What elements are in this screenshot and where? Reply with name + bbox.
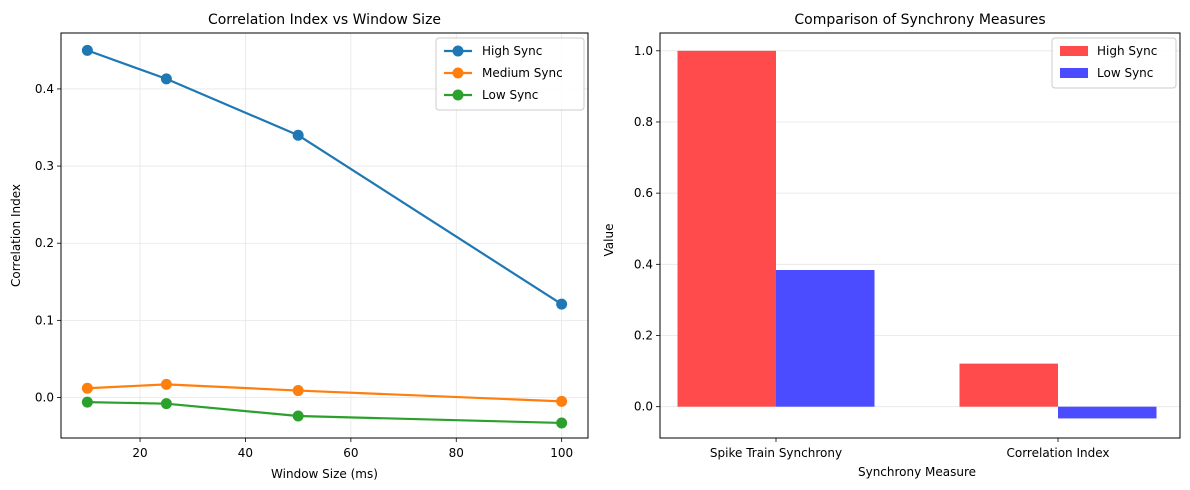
bar-chart-x-ticks: Spike Train Synchrony Correlation Index bbox=[710, 438, 1110, 460]
y-tick-label: 0.4 bbox=[35, 82, 54, 96]
series-line-low-sync bbox=[87, 401, 562, 425]
data-point bbox=[81, 382, 93, 394]
data-point bbox=[160, 73, 172, 85]
line-chart-frame bbox=[60, 32, 589, 439]
data-point bbox=[160, 398, 172, 410]
line-chart-x-ticks: 20 40 60 80 100 bbox=[132, 438, 573, 460]
data-point bbox=[556, 395, 568, 407]
x-tick-label: 20 bbox=[132, 446, 147, 460]
x-tick-label: Correlation Index bbox=[1006, 446, 1109, 460]
data-point bbox=[292, 129, 304, 141]
bar-chart-y-ticks: 0.0 0.2 0.4 0.6 0.8 1.0 bbox=[634, 44, 660, 414]
bar-low-sync bbox=[776, 270, 875, 407]
x-tick-label: 40 bbox=[238, 446, 253, 460]
x-tick-label: 80 bbox=[449, 446, 464, 460]
line-chart-x-label: Window Size (ms) bbox=[271, 467, 378, 481]
y-tick-label: 0.3 bbox=[35, 159, 54, 173]
line-chart-legend: High Sync Medium Sync Low Sync bbox=[435, 37, 585, 111]
bar-high-sync bbox=[959, 363, 1058, 407]
data-point bbox=[556, 417, 568, 429]
line-chart-title: Correlation Index vs Window Size bbox=[208, 12, 441, 28]
data-point bbox=[292, 385, 304, 397]
bar-low-sync bbox=[1058, 406, 1157, 419]
data-point bbox=[81, 44, 93, 56]
x-tick-label: Spike Train Synchrony bbox=[710, 446, 842, 460]
bar-chart: Spike Train Synchrony Correlation Index 0… bbox=[602, 12, 1181, 479]
data-point bbox=[81, 396, 93, 408]
legend-label: Medium Sync bbox=[482, 66, 563, 80]
data-point bbox=[292, 410, 304, 422]
line-chart-y-label: Correlation Index bbox=[9, 184, 23, 287]
y-tick-label: 0.2 bbox=[634, 329, 653, 343]
legend-label: High Sync bbox=[482, 44, 542, 58]
y-tick-label: 0.0 bbox=[35, 391, 54, 405]
series-line-medium-sync bbox=[87, 383, 562, 403]
bar-chart-frame bbox=[659, 32, 1181, 439]
legend-box bbox=[435, 37, 585, 111]
bar-chart-legend: High Sync Low Sync bbox=[1051, 37, 1177, 89]
legend-marker bbox=[452, 89, 464, 101]
legend-label: Low Sync bbox=[482, 88, 538, 102]
legend-marker bbox=[452, 45, 464, 57]
legend-swatch bbox=[1060, 68, 1088, 78]
y-tick-label: 0.2 bbox=[35, 236, 54, 250]
x-tick-label: 100 bbox=[550, 446, 573, 460]
y-tick-label: 0.1 bbox=[35, 313, 54, 327]
y-tick-label: 0.4 bbox=[634, 257, 653, 271]
legend-label: Low Sync bbox=[1097, 66, 1153, 80]
bar-chart-bars bbox=[677, 50, 1157, 419]
data-point bbox=[556, 298, 568, 310]
bar-chart-x-label: Synchrony Measure bbox=[858, 465, 976, 479]
bar-chart-y-label: Value bbox=[602, 224, 616, 257]
line-chart: 20 40 60 80 100 0.0 0.1 0.2 0.3 0.4 Correlation … bbox=[9, 12, 589, 481]
y-tick-label: 0.8 bbox=[634, 115, 653, 129]
legend-label: High Sync bbox=[1097, 44, 1157, 58]
x-tick-label: 60 bbox=[343, 446, 358, 460]
line-chart-y-ticks: 0.0 0.1 0.2 0.3 0.4 bbox=[35, 82, 61, 405]
legend-swatch bbox=[1060, 46, 1088, 56]
y-tick-label: 0.6 bbox=[634, 186, 653, 200]
y-tick-label: 0.0 bbox=[634, 400, 653, 414]
line-chart-series bbox=[81, 44, 568, 429]
series-line-high-sync bbox=[86, 49, 563, 306]
bar-high-sync bbox=[677, 50, 776, 407]
legend-marker bbox=[452, 67, 464, 79]
data-point bbox=[160, 378, 172, 390]
bar-chart-title: Comparison of Synchrony Measures bbox=[794, 12, 1045, 28]
y-tick-label: 1.0 bbox=[634, 44, 653, 58]
